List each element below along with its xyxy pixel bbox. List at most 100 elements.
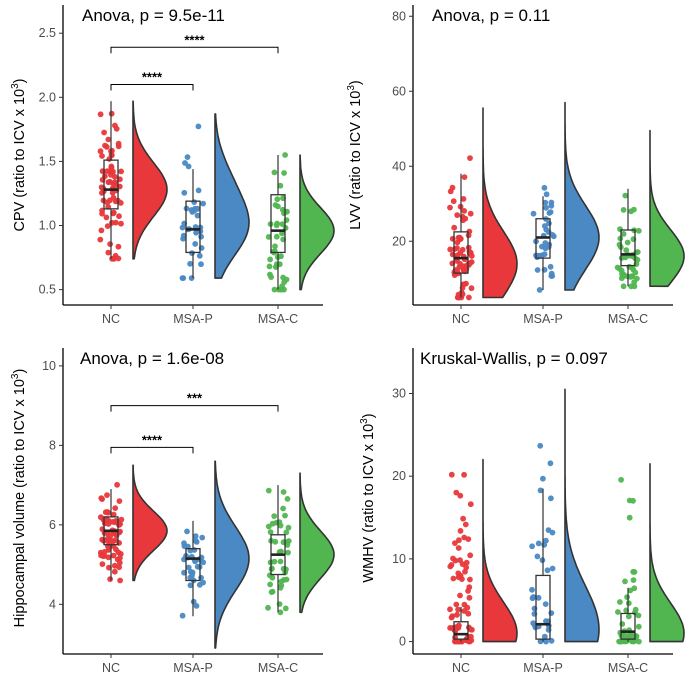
data-point bbox=[102, 142, 108, 149]
data-point bbox=[541, 184, 548, 191]
panel-cpv: Anova, p = 9.5e-11 CPV (ratio to ICV x 1… bbox=[10, 5, 323, 306]
data-point bbox=[615, 609, 621, 615]
data-point bbox=[285, 524, 292, 531]
data-point bbox=[109, 189, 116, 196]
data-point bbox=[455, 574, 462, 581]
data-point bbox=[274, 196, 281, 203]
data-point bbox=[116, 498, 123, 504]
data-point bbox=[267, 529, 274, 535]
data-point bbox=[280, 505, 286, 512]
data-point bbox=[193, 603, 200, 609]
data-point bbox=[284, 496, 291, 502]
data-point bbox=[466, 584, 473, 591]
data-point bbox=[111, 562, 118, 569]
y-tick-label: 2.5 bbox=[39, 26, 56, 40]
data-point bbox=[271, 286, 278, 293]
data-point bbox=[107, 241, 113, 248]
data-point bbox=[191, 207, 198, 214]
data-point bbox=[450, 555, 456, 562]
data-point bbox=[108, 110, 115, 117]
data-point bbox=[543, 638, 549, 645]
data-point bbox=[462, 521, 469, 528]
data-point bbox=[542, 240, 549, 246]
data-point bbox=[449, 613, 456, 619]
data-point bbox=[191, 199, 198, 206]
box-iqr bbox=[270, 194, 286, 254]
data-point bbox=[104, 509, 111, 515]
y-tick-label: 6 bbox=[49, 518, 56, 532]
data-point bbox=[185, 163, 192, 170]
data-point bbox=[534, 267, 541, 273]
data-point bbox=[116, 213, 122, 220]
data-point bbox=[545, 244, 552, 250]
x-tick-label: NC bbox=[452, 661, 470, 675]
box-iqr bbox=[620, 229, 636, 267]
data-point bbox=[97, 148, 104, 155]
y-tick-label: 30 bbox=[392, 386, 406, 400]
data-point bbox=[535, 540, 542, 547]
data-point bbox=[466, 594, 473, 601]
data-point bbox=[118, 516, 125, 523]
x-tick-label: MSA-P bbox=[173, 312, 213, 326]
box-iqr bbox=[453, 621, 469, 640]
data-point bbox=[624, 594, 630, 600]
data-point bbox=[617, 226, 623, 233]
data-point bbox=[626, 497, 633, 504]
data-point bbox=[189, 250, 195, 256]
data-point bbox=[273, 233, 280, 240]
y-tick-label: 1.5 bbox=[39, 154, 56, 168]
data-point bbox=[265, 604, 271, 611]
data-point bbox=[271, 513, 278, 519]
data-point bbox=[459, 561, 466, 567]
data-point bbox=[112, 505, 119, 511]
data-point bbox=[461, 208, 468, 214]
data-point bbox=[190, 598, 197, 605]
y-tick-label: 10 bbox=[42, 359, 56, 373]
data-point bbox=[453, 601, 460, 608]
violin-half bbox=[649, 462, 685, 643]
data-point bbox=[455, 606, 461, 613]
data-point bbox=[620, 231, 627, 237]
data-point bbox=[110, 552, 117, 559]
x-tick-label: MSA-C bbox=[258, 661, 298, 675]
data-point bbox=[99, 153, 105, 159]
data-point bbox=[529, 543, 535, 550]
y-tick-label: 20 bbox=[392, 469, 406, 483]
data-point bbox=[546, 220, 552, 227]
data-point bbox=[193, 229, 200, 236]
violin-half bbox=[564, 388, 600, 643]
data-point bbox=[97, 236, 104, 243]
data-point bbox=[101, 129, 107, 136]
data-point bbox=[113, 125, 120, 132]
data-point bbox=[631, 569, 638, 575]
box-iqr bbox=[185, 200, 201, 254]
data-point bbox=[116, 559, 123, 566]
y-axis-label: Hippocampal volume (ratio to ICV x 103) bbox=[10, 369, 28, 628]
data-point bbox=[447, 246, 454, 253]
panel-title: Anova, p = 1.6e-08 bbox=[80, 349, 224, 368]
violin-half bbox=[299, 472, 335, 614]
data-point bbox=[187, 582, 194, 589]
data-point bbox=[447, 204, 453, 211]
data-point bbox=[630, 577, 637, 583]
panel-marks: 20 40 60 80 NC MSA-P MSA-C bbox=[392, 9, 685, 326]
data-point bbox=[105, 136, 112, 143]
data-point bbox=[450, 625, 456, 631]
data-point bbox=[266, 572, 273, 579]
data-point bbox=[278, 253, 284, 260]
data-point bbox=[111, 568, 118, 575]
data-point bbox=[469, 626, 475, 633]
data-point bbox=[618, 476, 624, 483]
data-point bbox=[460, 281, 467, 288]
data-point bbox=[634, 249, 641, 255]
data-point bbox=[547, 460, 554, 467]
data-point bbox=[282, 512, 288, 519]
data-point bbox=[546, 210, 553, 216]
data-point bbox=[623, 247, 630, 254]
data-point bbox=[454, 245, 460, 252]
data-point bbox=[547, 263, 554, 270]
violin-half bbox=[132, 100, 168, 260]
data-point bbox=[467, 552, 474, 559]
data-point bbox=[103, 214, 110, 221]
